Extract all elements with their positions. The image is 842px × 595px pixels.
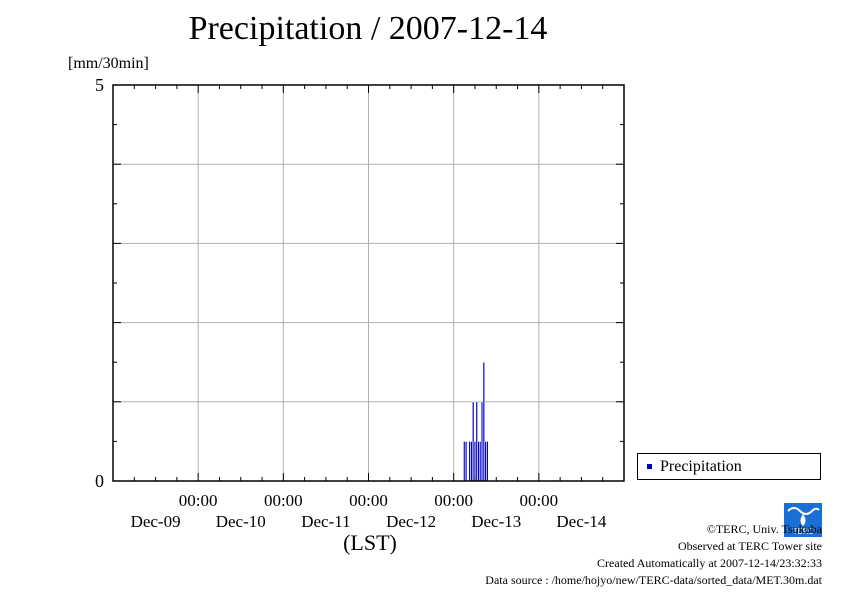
precipitation-bar — [464, 441, 468, 482]
x-axis-label: (LST) — [343, 530, 397, 555]
precipitation-bar — [486, 441, 489, 482]
credit-created: Created Automatically at 2007-12-14/23:3… — [597, 556, 822, 570]
credit-site: Observed at TERC Tower site — [677, 539, 822, 553]
x-tick-time-label: 00:00 — [264, 491, 303, 510]
x-tick-time-label: 00:00 — [434, 491, 473, 510]
logo-text: TERC — [792, 527, 814, 536]
chart-title: Precipitation / 2007-12-14 — [188, 10, 548, 47]
credits-block: ©TERC, Univ. Tsukuba Observed at TERC To… — [485, 521, 822, 589]
x-tick-time-label: 00:00 — [519, 491, 558, 510]
x-tick-date-label: Dec-10 — [216, 512, 266, 531]
x-tick-date-label: Dec-11 — [301, 512, 350, 531]
credit-source: Data source : /home/hojyo/new/TERC-data/… — [485, 573, 822, 587]
x-tick-time-label: 00:00 — [179, 491, 218, 510]
x-tick-time-label: 00:00 — [349, 491, 388, 510]
x-tick-date-label: Dec-12 — [386, 512, 436, 531]
x-tick-date-label: Dec-13 — [471, 512, 521, 531]
terc-logo-icon: TERC — [784, 503, 822, 537]
legend-swatch-precipitation — [647, 464, 652, 469]
x-tick-date-label: Dec-14 — [556, 512, 607, 531]
y-axis-unit-label: [mm/30min] — [68, 55, 149, 72]
y-tick-label: 0 — [95, 471, 104, 491]
credit-copyright: ©TERC, Univ. Tsukuba — [706, 522, 822, 536]
y-tick-label: 5 — [95, 75, 104, 95]
x-tick-date-label: Dec-09 — [131, 512, 181, 531]
chart-legend: Precipitation — [637, 453, 821, 480]
legend-label-precipitation: Precipitation — [660, 457, 742, 475]
